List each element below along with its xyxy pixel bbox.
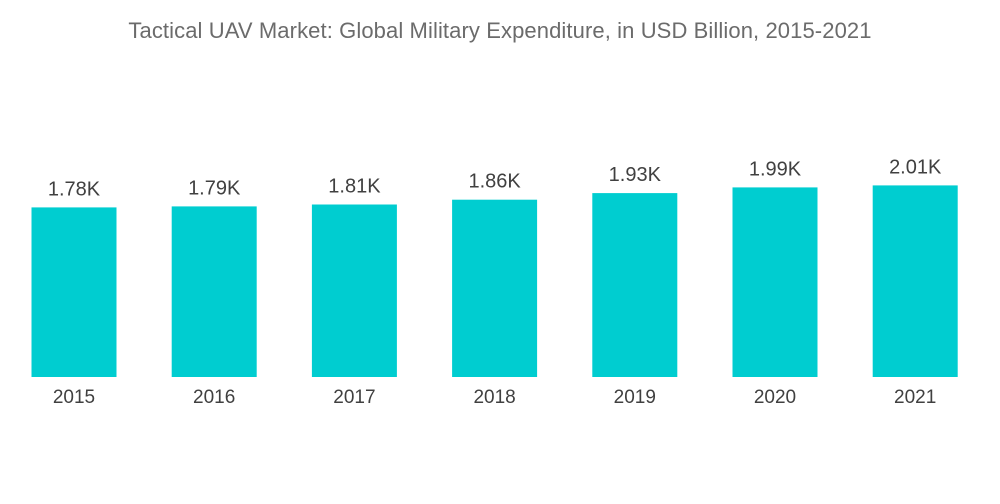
data-label-2018: 1.86K — [468, 171, 521, 193]
x-tick-label-2019: 2019 — [614, 387, 656, 408]
x-tick-label-2021: 2021 — [894, 387, 936, 408]
data-label-2015: 1.78K — [48, 178, 101, 200]
chart-title: Tactical UAV Market: Global Military Exp… — [128, 18, 872, 43]
data-label-2019: 1.93K — [609, 164, 662, 186]
bars-group — [31, 185, 958, 377]
data-label-2017: 1.81K — [328, 176, 381, 198]
x-tick-label-2018: 2018 — [473, 387, 515, 408]
bar-2019 — [592, 193, 678, 377]
bar-2016 — [171, 206, 257, 377]
bar-2017 — [311, 204, 397, 377]
x-tick-label-2020: 2020 — [754, 387, 796, 408]
value-labels-group: 1.78K 1.79K 1.81K 1.86K 1.93K 1.99K 2.01K — [48, 156, 942, 200]
data-label-2016: 1.79K — [188, 177, 241, 199]
bar-2021 — [872, 185, 958, 377]
x-tick-label-2015: 2015 — [53, 387, 95, 408]
x-axis-ticks-group: 2015 2016 2017 2018 2019 2020 2021 — [53, 387, 936, 408]
data-label-2020: 1.99K — [749, 158, 802, 180]
x-tick-label-2017: 2017 — [333, 387, 375, 408]
data-label-2021: 2.01K — [889, 156, 942, 178]
x-tick-label-2016: 2016 — [193, 387, 235, 408]
bar-2018 — [452, 199, 538, 377]
bar-2015 — [31, 207, 117, 377]
bar-2020 — [732, 187, 818, 377]
